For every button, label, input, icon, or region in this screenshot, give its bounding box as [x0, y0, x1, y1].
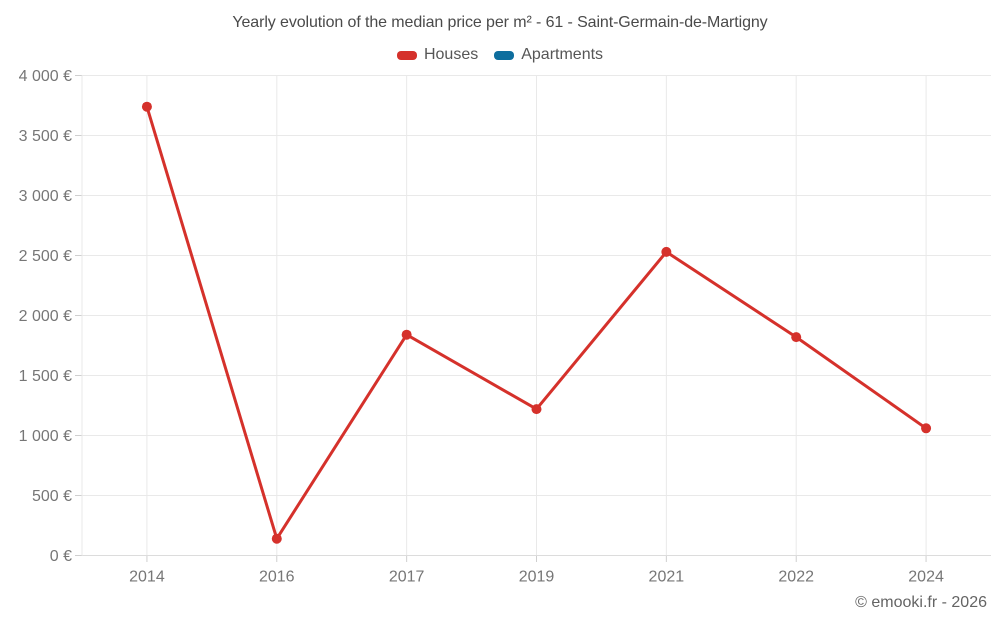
x-tick-label: 2022 — [778, 569, 814, 586]
y-tick-label: 3 500 € — [19, 128, 72, 145]
chart-legend: Houses Apartments — [0, 44, 1000, 66]
houses-data-point — [141, 101, 152, 112]
houses-data-point — [661, 246, 672, 257]
houses-legend-swatch — [396, 50, 417, 60]
y-tick-label: 4 000 € — [19, 68, 72, 85]
y-tick-label: 2 500 € — [19, 248, 72, 265]
apartments-legend-label: Apartments — [521, 46, 604, 63]
y-tick-label: 3 000 € — [19, 188, 72, 205]
houses-data-point — [791, 332, 802, 343]
houses-legend-label: Houses — [423, 46, 479, 63]
y-tick-label: 0 € — [50, 548, 72, 565]
y-tick-label: 2 000 € — [19, 308, 72, 325]
legend-item-apartments[interactable]: Apartments — [494, 46, 603, 64]
houses-data-point — [401, 329, 412, 340]
x-tick-label: 2016 — [259, 569, 295, 586]
x-tick-label: 2014 — [129, 569, 165, 586]
y-tick-label: 1 000 € — [19, 428, 72, 445]
x-tick-label: 2017 — [389, 569, 425, 586]
legend-item-houses[interactable]: Houses — [396, 46, 479, 64]
apartments-legend-swatch — [494, 50, 515, 60]
x-tick-label: 2021 — [649, 569, 685, 586]
copyright-watermark: © emooki.fr - 2026 — [855, 594, 987, 611]
x-tick-label: 2024 — [908, 569, 944, 586]
houses-data-point — [531, 404, 542, 415]
houses-data-point — [921, 423, 932, 434]
x-tick-label: 2019 — [519, 569, 555, 586]
y-tick-label: 500 € — [32, 488, 72, 505]
y-tick-label: 1 500 € — [19, 368, 72, 385]
chart-title: Yearly evolution of the median price per… — [232, 14, 768, 31]
houses-data-point — [271, 533, 282, 544]
